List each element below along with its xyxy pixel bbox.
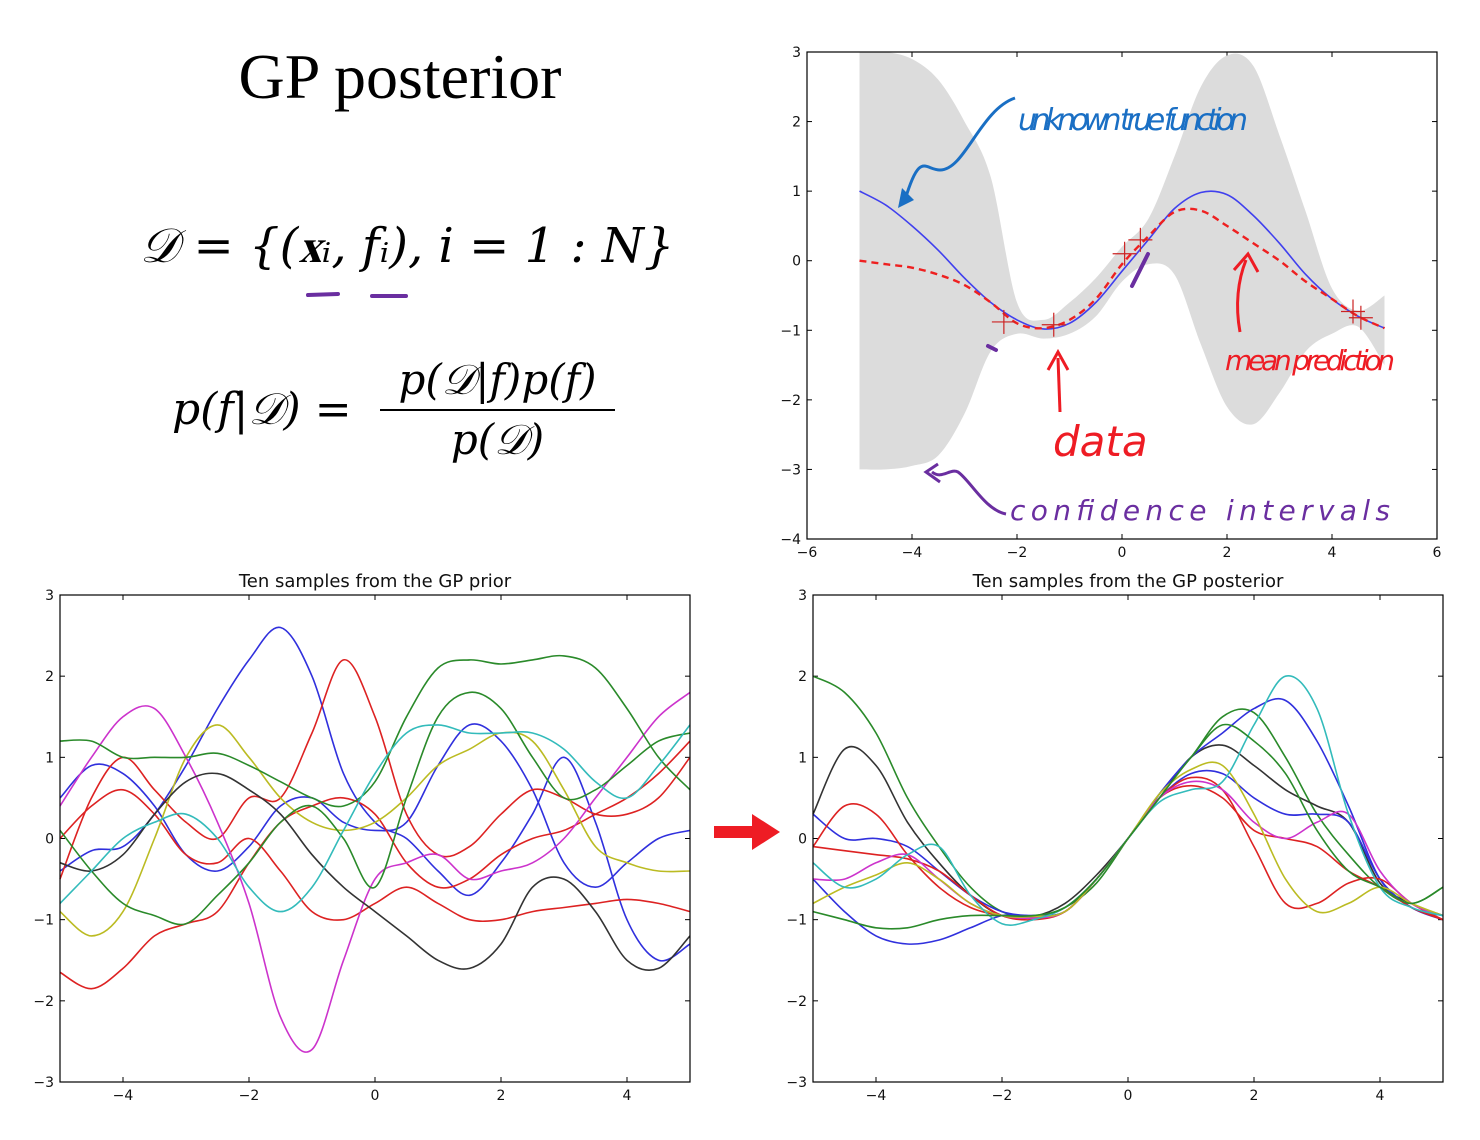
prior-samples-chart: Ten samples from the GP prior −4 −2 0 2 4 −3 −2… — [33, 571, 691, 1104]
bayes-fraction: p(𝒟|f)p(f) p(𝒟) — [380, 355, 615, 465]
x-tick-label: 4 — [1328, 545, 1337, 561]
y-tick-label: 1 — [45, 750, 54, 766]
y-tick-label: −2 — [780, 393, 801, 409]
underline-x — [306, 292, 340, 297]
sample-line-8 — [59, 654, 691, 808]
sample-line-7 — [59, 724, 691, 937]
annotation-data: data — [1053, 417, 1148, 466]
y-tick-label: −1 — [780, 323, 801, 339]
y-tick-label: 2 — [45, 669, 54, 685]
x-tick-label: −4 — [902, 545, 923, 561]
sample-line-3 — [59, 740, 691, 990]
blue-arrow-head-icon — [898, 188, 914, 208]
confidence-arrow-head-icon — [923, 462, 941, 484]
sample-line-2 — [59, 723, 691, 889]
y-tick-label: −2 — [33, 994, 54, 1010]
y-tick-label: 2 — [792, 115, 801, 131]
x-tick-label: 2 — [1223, 545, 1232, 561]
mean-arrow-head-icon — [1232, 251, 1260, 273]
true-function-line — [859, 190, 1385, 330]
y-tick-label: 3 — [798, 588, 807, 604]
mean-prediction-line — [859, 207, 1385, 330]
transition-arrow-icon — [714, 814, 780, 850]
annotation-mean-prediction: mean prediction — [1225, 344, 1395, 377]
arrow-shape — [714, 814, 780, 850]
sample-line-9 — [812, 675, 1444, 926]
data-point-marker — [1112, 241, 1137, 266]
x-tick-label: 4 — [1376, 1088, 1385, 1104]
x-tick-label: 0 — [1118, 545, 1127, 561]
plot-frame — [59, 594, 691, 1083]
y-tick-label: 3 — [45, 588, 54, 604]
x-tick-label: 6 — [1433, 545, 1442, 561]
y-tick-label: −1 — [786, 913, 807, 929]
purple-slash-mark — [1130, 252, 1150, 288]
y-tick-label: −1 — [33, 913, 54, 929]
data-point-marker — [1348, 305, 1373, 330]
data-point-marker — [991, 309, 1016, 334]
y-tick-label: −2 — [786, 994, 807, 1010]
y-tick-label: −4 — [780, 532, 801, 548]
sample-line-7 — [812, 780, 1444, 920]
y-tick-label: −3 — [33, 1075, 54, 1091]
sample-line-11 — [59, 724, 691, 913]
x-tick-label: 4 — [623, 1088, 632, 1104]
annotation-blue-arrow — [903, 96, 1016, 201]
plot-frame — [812, 594, 1444, 1083]
sample-line-4 — [59, 659, 691, 880]
chart-title: Ten samples from the GP prior — [238, 571, 512, 592]
x-tick-label: −4 — [866, 1088, 887, 1104]
sample-line-5 — [59, 788, 691, 923]
y-tick-label: −3 — [780, 462, 801, 478]
y-tick-label: −3 — [786, 1075, 807, 1091]
y-tick-label: 1 — [798, 750, 807, 766]
y-tick-label: 3 — [792, 45, 801, 61]
slide-title: GP posterior — [238, 41, 562, 112]
x-tick-label: 0 — [371, 1088, 380, 1104]
sample-line-10 — [59, 772, 691, 971]
dataset-equation: 𝒟 = {(𝐱ᵢ, fᵢ), i = 1 : N} — [140, 218, 675, 274]
x-tick-label: −2 — [1007, 545, 1028, 561]
bayes-numerator: p(𝒟|f)p(f) — [380, 355, 615, 411]
x-tick-label: −2 — [239, 1088, 260, 1104]
y-tick-label: 0 — [798, 832, 807, 848]
x-tick-label: −6 — [797, 545, 818, 561]
y-tick-label: 0 — [792, 254, 801, 270]
bayes-lhs: p(f|𝒟) = — [172, 384, 352, 435]
x-tick-label: 0 — [1124, 1088, 1133, 1104]
purple-tick-mark — [986, 344, 998, 352]
sample-line-2 — [812, 744, 1444, 919]
data-point-marker — [1041, 312, 1066, 337]
data-point-marker — [1128, 227, 1153, 252]
data-arrow-head-icon — [1046, 348, 1070, 371]
y-tick-label: 1 — [792, 184, 801, 200]
confidence-band — [859, 51, 1385, 470]
x-tick-label: 2 — [1250, 1088, 1259, 1104]
sample-line-1 — [812, 675, 1444, 918]
x-tick-label: 2 — [497, 1088, 506, 1104]
annotation-confidence-arrow — [931, 469, 1007, 516]
bayes-denominator: p(𝒟) — [450, 415, 545, 464]
chart-title: Ten samples from the GP posterior — [972, 571, 1284, 592]
sample-line-10 — [812, 723, 1444, 930]
posterior-samples-chart: Ten samples from the GP posterior −4 −2 0 2 4… — [786, 571, 1444, 1104]
plot-frame — [806, 51, 1438, 540]
sample-line-9 — [59, 691, 691, 926]
equation-underline-marks — [306, 292, 408, 298]
x-tick-label: −4 — [113, 1088, 134, 1104]
annotation-confidence: confidence intervals — [1010, 494, 1390, 527]
sample-line-6 — [59, 691, 691, 1053]
annotation-mean-arrow — [1236, 259, 1248, 333]
y-tick-label: 2 — [798, 669, 807, 685]
y-tick-label: 0 — [45, 832, 54, 848]
annotation-true-function: unknown true function — [1018, 103, 1248, 138]
x-tick-label: −2 — [992, 1088, 1013, 1104]
annotation-data-arrow — [1056, 357, 1062, 413]
